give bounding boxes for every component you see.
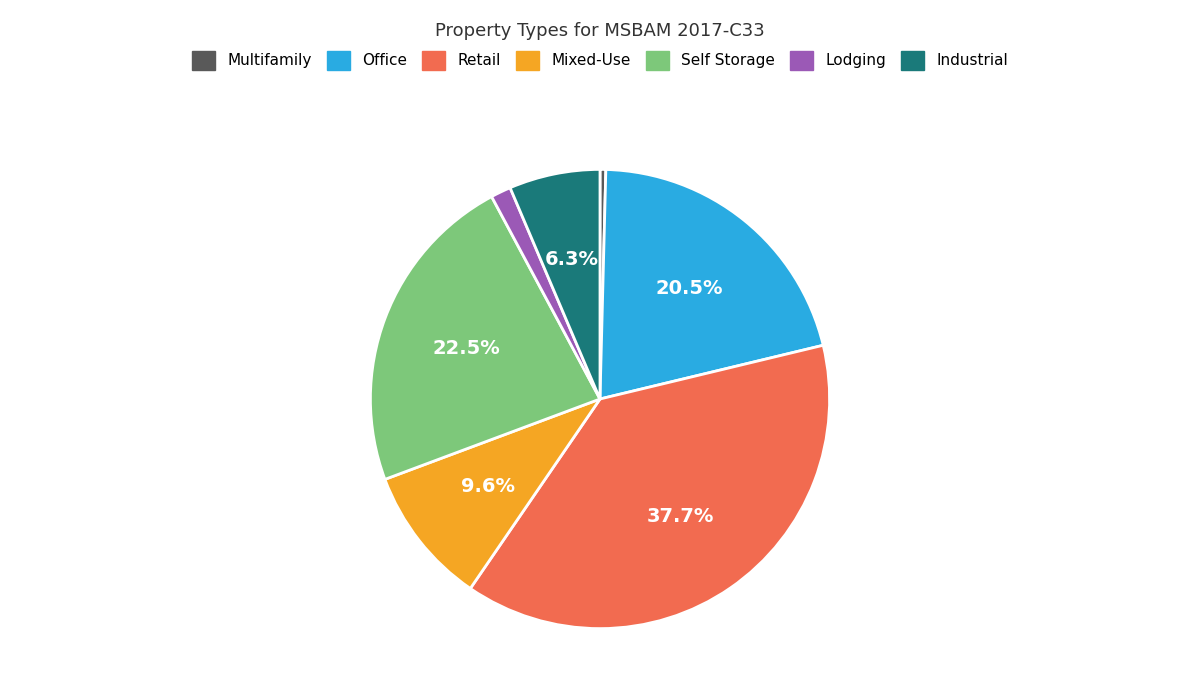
Legend: Multifamily, Office, Retail, Mixed-Use, Self Storage, Lodging, Industrial: Multifamily, Office, Retail, Mixed-Use, …: [186, 45, 1014, 76]
Wedge shape: [600, 169, 823, 399]
Wedge shape: [600, 169, 606, 399]
Text: 20.5%: 20.5%: [655, 279, 724, 298]
Text: 22.5%: 22.5%: [433, 340, 500, 358]
Text: 6.3%: 6.3%: [545, 250, 599, 269]
Title: Property Types for MSBAM 2017-C33: Property Types for MSBAM 2017-C33: [436, 22, 764, 40]
Text: 37.7%: 37.7%: [647, 507, 714, 526]
Text: 9.6%: 9.6%: [461, 477, 515, 496]
Wedge shape: [492, 188, 600, 399]
Wedge shape: [510, 169, 600, 399]
Wedge shape: [470, 345, 829, 629]
Wedge shape: [385, 399, 600, 589]
Wedge shape: [371, 197, 600, 480]
